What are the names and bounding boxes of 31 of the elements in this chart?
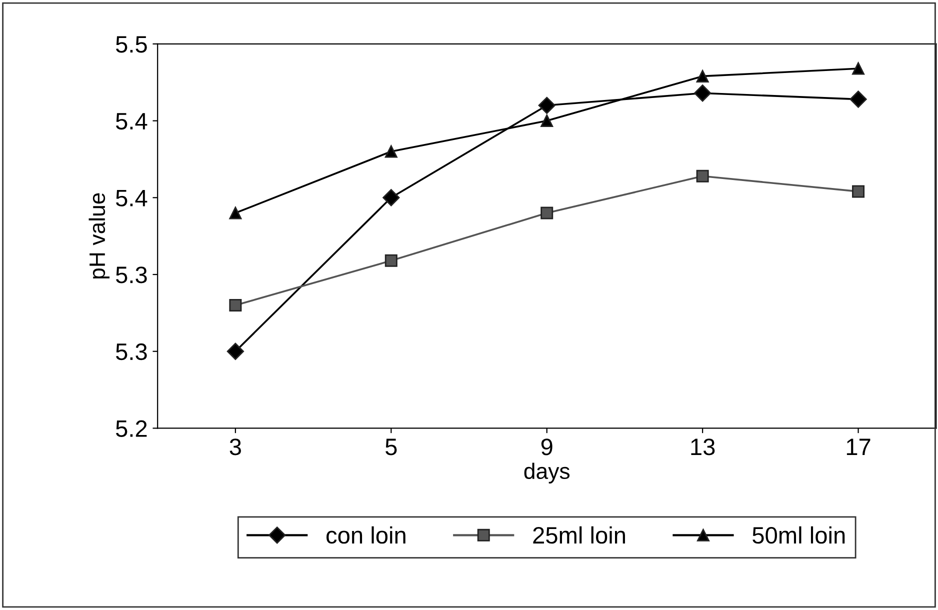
point	[694, 84, 712, 102]
x-tick-label: 13	[691, 438, 715, 456]
legend-label: 50ml loin	[752, 526, 845, 544]
y-tick-label: 5.5	[116, 36, 147, 53]
point	[384, 254, 398, 267]
point	[382, 189, 400, 206]
x-tick-label: 9	[541, 438, 552, 456]
point	[852, 62, 865, 75]
y-tick-label: 5.3	[116, 266, 147, 284]
point	[850, 90, 867, 108]
x-axis-title: days	[524, 462, 570, 484]
point	[696, 70, 709, 82]
y-tick-label: 5.4	[116, 113, 148, 130]
legend-label: con loin	[326, 526, 406, 544]
x-tick-label: 17	[846, 438, 870, 456]
x-tick-label: 3	[230, 438, 241, 456]
point	[538, 96, 556, 114]
y-axis-title: pH value	[88, 193, 110, 278]
legend-label: 25ml loin	[533, 526, 625, 544]
point	[229, 298, 242, 312]
point	[226, 342, 244, 360]
point	[384, 145, 398, 158]
point	[852, 185, 865, 198]
x-tick-label: 5	[386, 438, 397, 456]
point	[540, 206, 554, 220]
point	[229, 206, 242, 220]
point	[540, 114, 554, 128]
y-tick-label: 5.2	[116, 420, 147, 438]
point	[696, 170, 709, 182]
y-tick-label: 5.4	[116, 190, 148, 206]
y-tick-label: 5.3	[116, 343, 147, 360]
